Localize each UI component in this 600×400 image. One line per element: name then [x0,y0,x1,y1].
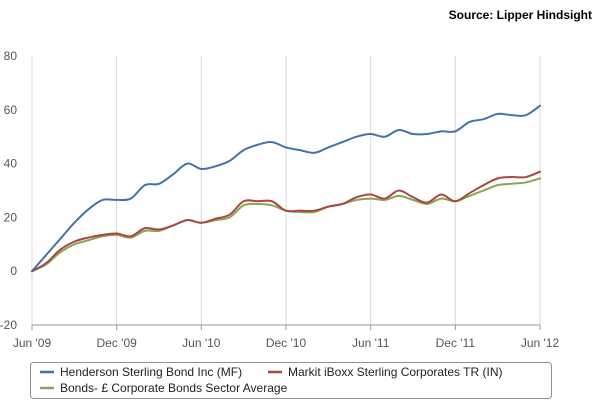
legend-item-2[interactable]: Markit iBoxx Sterling Corporates TR (IN) [288,365,503,379]
x-tick-label: Dec '09 [97,336,138,350]
series-line-2 [31,170,541,273]
source-note: Source: Lipper Hindsight [448,8,592,22]
y-tick-label: 20 [4,210,18,224]
y-tick-label: -20 [0,318,17,332]
x-tick-label: Dec '11 [436,336,476,350]
legend-item-3[interactable]: Bonds- £ Corporate Bonds Sector Average [60,381,288,395]
x-tick-label: Jun '12 [521,336,560,350]
y-tick-label: 0 [10,264,17,278]
legend-item-1[interactable]: Henderson Sterling Bond Inc (MF) [60,365,242,379]
grid-layer [31,56,541,325]
x-tick-label: Jun '11 [352,336,390,350]
y-tick-label: 80 [4,49,18,63]
axis-layer: Jun '09 Dec '09 Jun '10 Dec '10 Jun '11 Dec '… [0,49,559,350]
x-tick-label: Dec '10 [266,336,307,350]
legend: Henderson Sterling Bond Inc (MF) Markit i… [30,362,552,399]
series-line-1 [31,104,541,273]
y-tick-label: 40 [4,157,18,171]
x-tick-label: Jun '09 [13,336,52,350]
y-tick-label: 60 [4,103,18,117]
series-layer [31,104,541,273]
x-tick-label: Jun '10 [182,336,221,350]
legend-box [30,362,552,399]
